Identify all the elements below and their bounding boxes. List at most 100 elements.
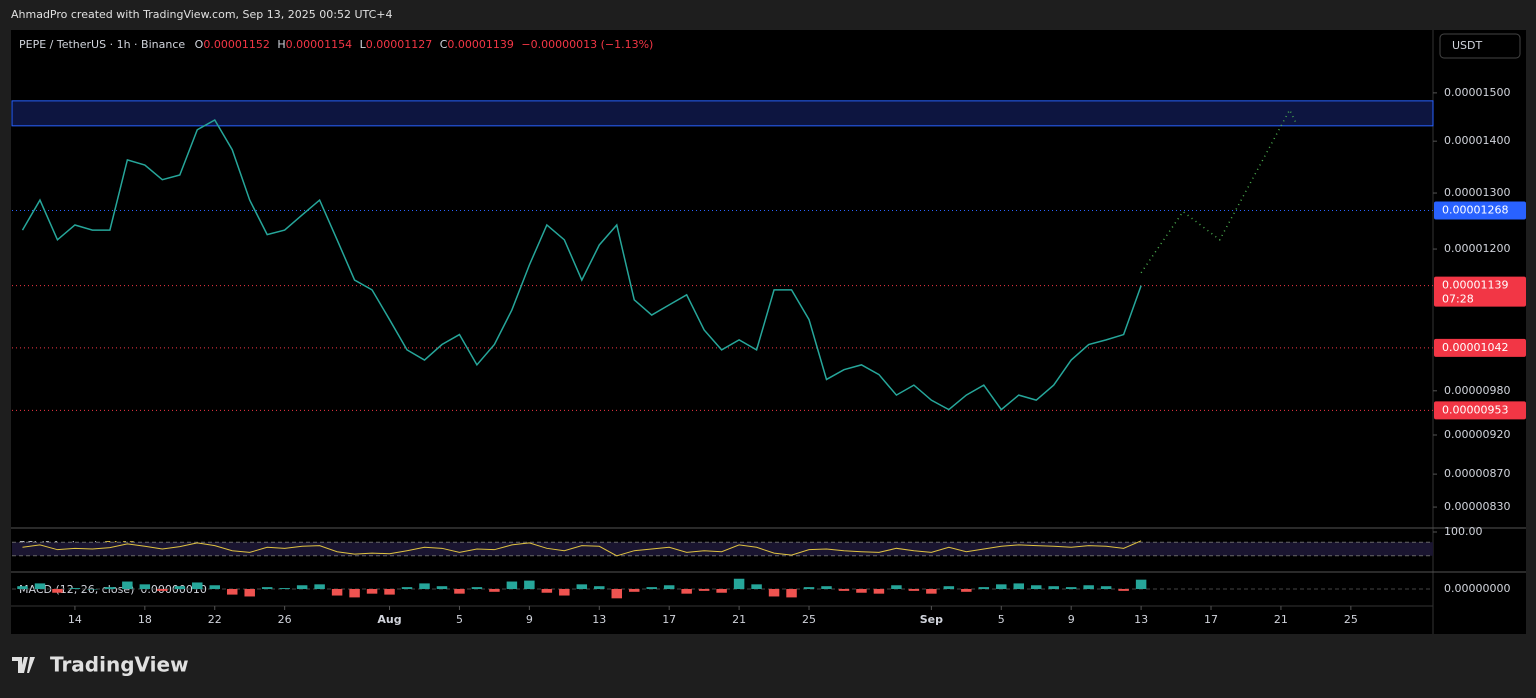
ohlc-value: 0.00001139 <box>447 38 513 51</box>
x-tick-label: 21 <box>732 613 746 626</box>
macd-bar <box>768 589 780 597</box>
macd-bar <box>1083 585 1094 589</box>
x-tick-label: 9 <box>1068 613 1075 626</box>
macd-bar <box>226 589 238 595</box>
level-label: 0.00001042 <box>1442 341 1508 354</box>
macd-bar <box>34 583 46 589</box>
x-tick-label: 9 <box>526 613 533 626</box>
y-tick-label: 0.00000920 <box>1444 428 1510 441</box>
macd-bar <box>611 589 622 599</box>
symbol: PEPE / TetherUS · 1h · Binance <box>19 38 185 51</box>
macd-bar <box>209 585 220 589</box>
macd-bar <box>961 589 972 592</box>
level-label: 0.00000953 <box>1442 403 1508 416</box>
x-tick-label: 13 <box>1134 613 1148 626</box>
macd-bar <box>524 580 535 589</box>
macd-bar <box>17 586 28 589</box>
macd-bar <box>419 583 430 589</box>
macd-bar <box>1048 586 1059 589</box>
price-line <box>21 118 1142 411</box>
macd-bar <box>104 587 116 589</box>
x-tick-label: 13 <box>592 613 606 626</box>
rsi-tick-label: 100.00 <box>1444 525 1483 538</box>
macd-bar <box>908 589 920 591</box>
x-tick-label: 17 <box>662 613 676 626</box>
rsi-line <box>22 540 1142 557</box>
ohlc-label: L <box>360 38 367 51</box>
ohlc-value: 0.00001154 <box>286 38 352 51</box>
macd-bar <box>349 589 360 598</box>
macd-bar <box>384 589 395 595</box>
level-label-box <box>1434 338 1526 357</box>
macd-bar <box>471 587 483 589</box>
macd-bar <box>139 584 151 589</box>
ohlc-label: O <box>195 38 204 51</box>
macd-bar <box>681 589 692 594</box>
x-tick-label: 14 <box>68 613 82 626</box>
y-tick-label: 0.00001300 <box>1444 186 1510 199</box>
macd-bar <box>698 589 710 591</box>
y-tick-label: 0.00001500 <box>1444 86 1510 99</box>
macd-bar <box>1030 585 1042 589</box>
macd-bar <box>594 586 605 589</box>
level-label: 0.00001268 <box>1442 203 1508 216</box>
level-label-box <box>1434 401 1526 420</box>
macd-bar <box>1100 586 1112 589</box>
macd-bar <box>314 584 325 589</box>
macd-bar <box>489 589 500 592</box>
x-tick-label: 5 <box>998 613 1005 626</box>
ohlc-label: C <box>440 38 448 51</box>
macd-bar <box>87 589 98 590</box>
macd-bar <box>454 589 465 594</box>
macd-bar <box>436 586 448 589</box>
projection <box>1140 108 1298 274</box>
macd-bar <box>646 587 657 589</box>
x-tick-label: 22 <box>208 613 222 626</box>
y-tick-label: 0.00001400 <box>1444 134 1510 147</box>
macd-bar <box>751 584 762 589</box>
ohlc-label: H <box>277 38 285 51</box>
macd-bar <box>716 589 727 593</box>
zone <box>11 100 1434 127</box>
level-label-box <box>1434 201 1526 220</box>
macd-bar <box>856 589 867 593</box>
currency-button[interactable] <box>1439 33 1521 59</box>
macd-bar <box>192 582 203 589</box>
x-tick-label: 21 <box>1274 613 1288 626</box>
macd-bar <box>331 589 343 596</box>
macd-bar <box>174 586 186 589</box>
credit: AhmadPro created with TradingView.com, S… <box>11 8 392 21</box>
currency[interactable]: USDT <box>1452 39 1483 52</box>
macd-bar <box>296 585 308 589</box>
macd-bar <box>943 586 955 589</box>
macd-tick-label: 0.00000000 <box>1444 582 1510 595</box>
macd-bar <box>401 587 413 589</box>
ohlc-value: 0.00001127 <box>366 38 432 51</box>
macd-bar <box>279 588 290 589</box>
macd-bar <box>733 578 745 589</box>
macd-bar <box>1065 587 1077 589</box>
macd-bar <box>559 589 570 596</box>
level-label-box <box>1434 276 1526 307</box>
macd-bar <box>366 589 378 594</box>
macd-bar <box>996 584 1007 589</box>
macd-bar <box>663 585 675 589</box>
ohlc-value: 0.00001152 <box>203 38 269 51</box>
x-tick-label: 25 <box>1344 613 1358 626</box>
logo-mark <box>12 657 35 673</box>
macd-bar <box>926 589 937 594</box>
legend: PEPE / TetherUS · 1h · Binance O0.000011… <box>19 38 653 51</box>
chart-area <box>11 30 1526 634</box>
y-tick-label: 0.00000980 <box>1444 384 1510 397</box>
x-tick-label: 25 <box>802 613 816 626</box>
macd-bar <box>873 589 885 594</box>
macd-bar <box>1118 589 1129 591</box>
macd-bar <box>541 589 553 593</box>
macd-bar <box>803 587 815 589</box>
level-label: 0.00001139 <box>1442 279 1508 292</box>
macd-bar <box>261 587 273 589</box>
macd-bar <box>1135 579 1147 589</box>
macd-bar <box>821 586 832 589</box>
x-tick-label: 26 <box>278 613 292 626</box>
